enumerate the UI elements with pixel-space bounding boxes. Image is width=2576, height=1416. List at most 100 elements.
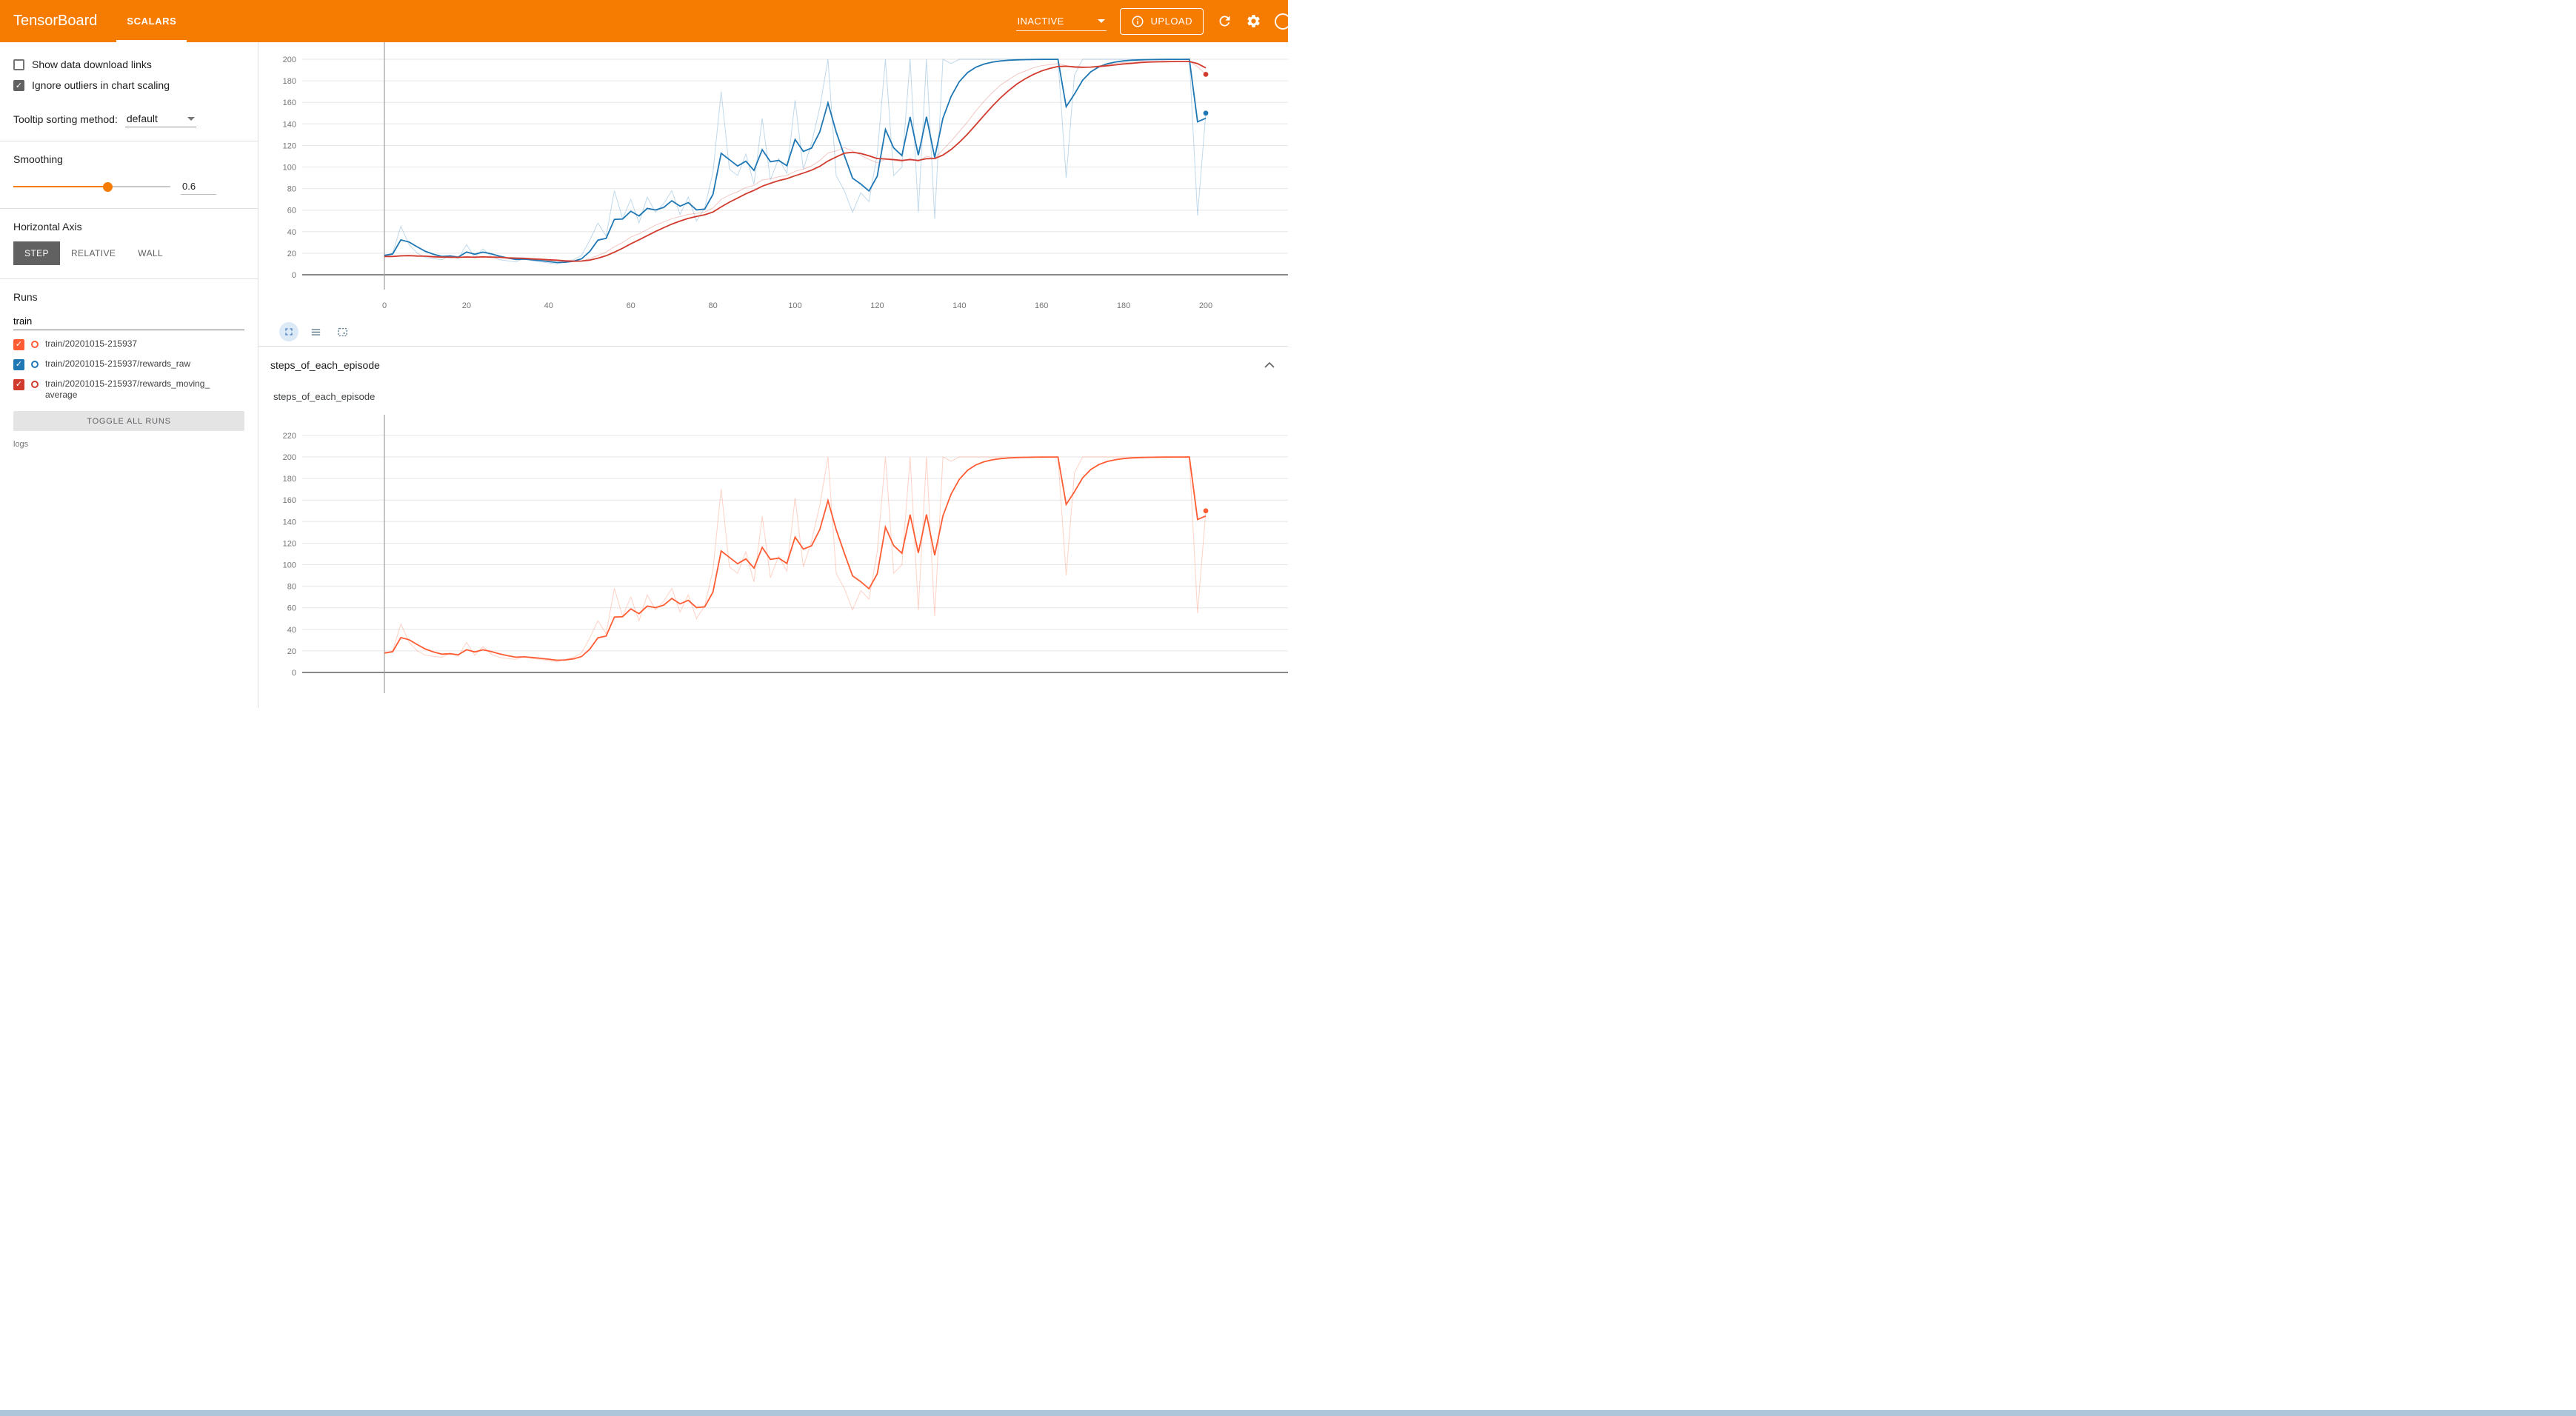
svg-text:0: 0 [292,271,296,280]
info-icon [1131,15,1144,28]
chart-card-steps: steps_of_each_episode 0 20 40 60 80 100 120 140… [258,381,1288,702]
svg-text:140: 140 [952,301,966,310]
section-header-steps[interactable]: steps_of_each_episode [258,346,1288,381]
run-row[interactable]: ✓ train/20201015-215937 [13,338,244,350]
expand-icon[interactable] [279,322,298,341]
svg-text:20: 20 [462,301,471,310]
settings-sidebar: Show data download links ✓ Ignore outliers… [0,42,258,708]
divider [0,278,258,279]
checkbox[interactable] [13,59,24,70]
run-row[interactable]: ✓ train/20201015-215937/rewards_moving_av… [13,378,244,401]
run-label: train/20201015-215937 [45,338,138,349]
svg-text:180: 180 [283,77,296,86]
svg-text:160: 160 [283,496,296,505]
svg-text:20: 20 [287,250,296,258]
svg-text:40: 40 [287,228,296,237]
svg-text:200: 200 [283,56,296,64]
tooltip-sorting-value: default [126,113,158,124]
run-list: ✓ train/20201015-215937 ✓ train/20201015-21… [13,338,244,401]
section-title: steps_of_each_episode [270,359,380,371]
status-dropdown[interactable]: INACTIVE [1015,12,1107,31]
svg-text:40: 40 [544,301,553,310]
run-row[interactable]: ✓ train/20201015-215937/rewards_raw [13,358,244,370]
gear-icon[interactable] [1246,13,1261,29]
svg-text:40: 40 [287,626,296,635]
refresh-icon[interactable] [1217,13,1232,29]
svg-text:80: 80 [287,583,296,592]
chevron-up-icon[interactable] [1264,362,1275,368]
svg-text:80: 80 [708,301,717,310]
svg-text:80: 80 [287,185,296,194]
slider-fill [13,186,108,187]
axis-option-step[interactable]: STEP [13,241,60,265]
svg-text:100: 100 [283,561,296,570]
run-checkbox[interactable]: ✓ [13,339,24,350]
upload-button-label: UPLOAD [1150,16,1192,27]
run-color-swatch-icon [31,381,39,388]
svg-text:0: 0 [382,301,387,310]
run-color-swatch-icon [31,341,39,348]
logs-note: logs [13,440,29,449]
run-label: train/20201015-215937/rewards_moving_ave… [45,378,210,400]
svg-text:120: 120 [283,539,296,548]
run-label: train/20201015-215937/rewards_raw [45,358,191,369]
smoothing-slider[interactable] [13,181,170,192]
chart-toolbar [258,319,1288,344]
svg-text:180: 180 [1117,301,1130,310]
svg-text:120: 120 [283,141,296,150]
divider [0,208,258,209]
tab-scalars[interactable]: SCALARS [116,0,187,42]
svg-text:120: 120 [870,301,884,310]
svg-text:60: 60 [287,207,296,216]
tooltip-sorting-select[interactable]: default [124,110,196,127]
data-table-icon[interactable] [306,322,325,341]
fit-domain-icon[interactable] [333,322,352,341]
toggle-all-runs-button[interactable]: TOGGLE ALL RUNS [13,411,244,431]
tooltip-sorting-label: Tooltip sorting method: [13,113,118,125]
upload-button[interactable]: UPLOAD [1119,7,1204,35]
smoothing-label: Smoothing [13,153,63,165]
svg-text:60: 60 [287,604,296,613]
svg-text:0: 0 [292,669,296,678]
runs-label: Runs [13,291,38,303]
app-header: TensorBoard SCALARS INACTIVE UPLOAD [0,0,1291,42]
chart-card-title: steps_of_each_episode [273,391,376,402]
svg-text:60: 60 [627,301,635,310]
run-color-swatch-icon [31,361,39,368]
axis-option-wall[interactable]: WALL [127,241,174,265]
svg-text:160: 160 [283,98,296,107]
checkbox-label: Ignore outliers in chart scaling [32,79,170,91]
svg-text:200: 200 [1199,301,1212,310]
horizontal-axis-buttons: STEP RELATIVE WALL [13,241,174,265]
svg-text:100: 100 [788,301,801,310]
status-dropdown-value: INACTIVE [1017,15,1064,27]
settings-checkbox-row[interactable]: Show data download links [13,54,244,75]
checkbox-label: Show data download links [32,59,152,70]
runs-filter-input[interactable] [13,312,244,330]
slider-knob[interactable] [103,182,113,192]
horizontal-scrollbar[interactable] [0,1410,2576,1416]
settings-checkbox-list: Show data download links ✓ Ignore outliers… [13,54,244,96]
svg-text:100: 100 [283,164,296,173]
scalars-dashboard: 0 20 40 60 80 100 120 140 160 180 200 0 20 40 60 80 100 1… [258,42,1288,708]
run-checkbox[interactable]: ✓ [13,379,24,390]
svg-text:140: 140 [283,518,296,527]
svg-text:140: 140 [283,120,296,129]
svg-text:220: 220 [283,432,296,441]
rewards-chart[interactable]: 0 20 40 60 80 100 120 140 160 180 200 0 20 40 60 80 100 1… [258,42,1288,319]
svg-text:180: 180 [283,475,296,484]
steps-chart[interactable]: 0 20 40 60 80 100 120 140 160 180 200 220 [258,409,1288,702]
dropdown-caret-icon [187,116,195,121]
smoothing-value-input[interactable] [181,178,216,195]
svg-text:20: 20 [287,647,296,656]
checkbox[interactable]: ✓ [13,79,24,91]
settings-checkbox-row[interactable]: ✓ Ignore outliers in chart scaling [13,75,244,96]
horizontal-axis-label: Horizontal Axis [13,221,82,233]
app-title: TensorBoard [13,13,98,29]
run-checkbox[interactable]: ✓ [13,359,24,370]
svg-text:200: 200 [283,453,296,462]
axis-option-relative[interactable]: RELATIVE [60,241,127,265]
chevron-down-icon [1097,19,1105,23]
help-icon[interactable] [1275,13,1291,30]
svg-text:160: 160 [1035,301,1048,310]
